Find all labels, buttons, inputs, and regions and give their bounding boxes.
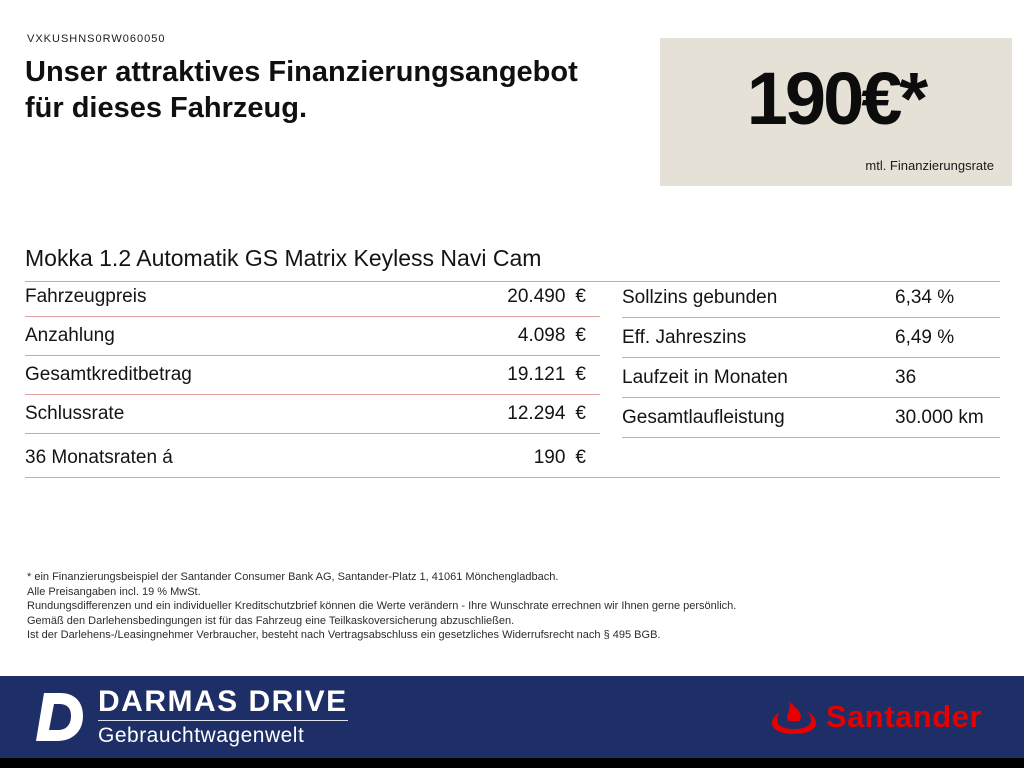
- row-label: Anzahlung: [25, 325, 115, 346]
- vehicle-id: VXKUSHNS0RW060050: [27, 33, 166, 45]
- table-row: Laufzeit in Monaten 36: [622, 358, 1000, 398]
- monthly-rate-box: 190€* mtl. Finanzierungsrate: [660, 38, 1012, 186]
- row-value: 36: [895, 366, 917, 388]
- row-unit: €: [575, 286, 586, 307]
- row-label: Schlussrate: [25, 403, 125, 424]
- row-value: 12.294: [507, 403, 566, 424]
- table-row: Anzahlung 4.098 €: [25, 317, 600, 356]
- row-value: 190: [533, 446, 566, 468]
- row-unit: €: [575, 403, 586, 424]
- row-value: 4.098: [517, 325, 566, 346]
- row-value: 6,49 %: [895, 326, 955, 348]
- dealer-name: DARMAS DRIVE: [98, 685, 348, 718]
- table-row: 36 Monatsraten á 190 €: [25, 438, 1000, 478]
- row-label: 36 Monatsraten á: [25, 446, 173, 468]
- row-unit: €: [575, 446, 586, 468]
- row-value: 19.121: [507, 364, 566, 385]
- table-row: Schlussrate 12.294 €: [25, 395, 600, 434]
- footnote-line: * ein Finanzierungsbeispiel der Santande…: [27, 571, 559, 583]
- table-row: Eff. Jahreszins 6,49 %: [622, 318, 1000, 358]
- table-row: Gesamtkreditbetrag 19.121 €: [25, 356, 600, 395]
- row-value: 30.000 km: [895, 406, 984, 428]
- footer-bar: DARMAS DRIVE Gebrauchtwagenwelt Santande…: [0, 676, 1024, 758]
- finance-table: Fahrzeugpreis 20.490 € Anzahlung 4.098 €…: [25, 278, 1000, 478]
- finance-table-left-column: Fahrzeugpreis 20.490 € Anzahlung 4.098 €…: [25, 278, 600, 438]
- footnotes: * ein Finanzierungsbeispiel der Santande…: [27, 570, 736, 643]
- dealer-subtitle: Gebrauchtwagenwelt: [98, 724, 305, 747]
- row-value: 6,34 %: [895, 286, 955, 308]
- offer-headline: Unser attraktives Finanzierungsangebot f…: [25, 54, 578, 126]
- row-label: Gesamtlaufleistung: [622, 406, 785, 428]
- footnote-line: Ist der Darlehens-/Leasingnehmer Verbrau…: [27, 629, 661, 642]
- row-label: Sollzins gebunden: [622, 286, 778, 308]
- table-row: Gesamtlaufleistung 30.000 km: [622, 398, 1000, 438]
- finance-table-right-column: Sollzins gebunden 6,34 % Eff. Jahreszins…: [622, 278, 1000, 438]
- footnote-line: Gemäß den Darlehensbedingungen ist für d…: [27, 614, 515, 627]
- offer-headline-line2: für dieses Fahrzeug.: [25, 92, 308, 124]
- dealer-divider: [98, 720, 348, 721]
- dealer-text-block: DARMAS DRIVE Gebrauchtwagenwelt: [98, 686, 348, 748]
- row-unit: €: [575, 325, 586, 346]
- row-value: 20.490: [507, 286, 566, 307]
- footnote-line: Alle Preisangaben incl. 19 % MwSt.: [27, 585, 201, 598]
- monthly-rate-value: 190€*: [746, 57, 928, 140]
- darmas-drive-logo-icon: [36, 693, 83, 741]
- vehicle-title: Mokka 1.2 Automatik GS Matrix Keyless Na…: [25, 245, 1000, 282]
- offer-headline-line1: Unser attraktives Finanzierungsangebot: [25, 56, 578, 88]
- row-label: Laufzeit in Monaten: [622, 366, 788, 388]
- footnote-line: Rundungsdifferenzen und ein individuelle…: [27, 600, 737, 613]
- monthly-rate-label: mtl. Finanzierungsrate: [865, 158, 994, 173]
- finance-table-columns: Fahrzeugpreis 20.490 € Anzahlung 4.098 €…: [25, 278, 1000, 438]
- row-unit: €: [575, 364, 586, 385]
- santander-flame-icon: [771, 700, 816, 734]
- table-row: Fahrzeugpreis 20.490 €: [25, 278, 600, 317]
- table-row-content: 36 Monatsraten á 190 €: [25, 438, 600, 477]
- row-label: Eff. Jahreszins: [622, 326, 747, 348]
- row-label: Fahrzeugpreis: [25, 286, 147, 307]
- santander-logo: Santander: [770, 699, 982, 735]
- santander-wordmark: Santander: [825, 699, 982, 734]
- bottom-black-strip: [0, 758, 1024, 768]
- table-row: Sollzins gebunden 6,34 %: [622, 278, 1000, 318]
- row-label: Gesamtkreditbetrag: [25, 364, 192, 385]
